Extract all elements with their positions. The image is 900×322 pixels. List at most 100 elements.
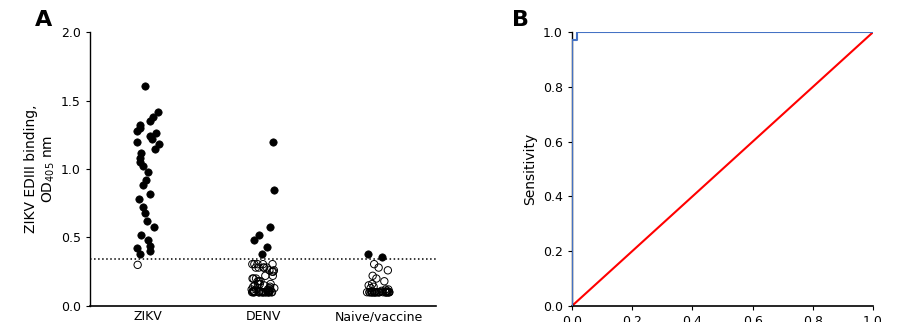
Point	[143, 134, 157, 139]
Point	[381, 268, 395, 273]
Point	[367, 290, 382, 295]
Point	[245, 261, 259, 267]
Point	[365, 290, 380, 295]
Point	[248, 290, 262, 295]
Point	[262, 290, 276, 295]
Point	[148, 131, 163, 136]
Point	[378, 290, 392, 295]
Point	[130, 246, 144, 251]
Point	[245, 290, 259, 295]
Y-axis label: Sensitivity: Sensitivity	[524, 133, 537, 205]
Point	[372, 290, 386, 295]
Point	[253, 279, 267, 284]
Point	[369, 276, 383, 281]
Point	[372, 265, 386, 270]
Point	[248, 261, 262, 267]
Point	[265, 290, 279, 295]
Point	[372, 290, 386, 295]
Point	[374, 254, 389, 259]
Point	[360, 290, 374, 295]
Point	[151, 142, 166, 147]
Point	[265, 290, 279, 295]
Point	[251, 265, 266, 270]
Point	[382, 290, 396, 295]
Point	[370, 290, 384, 295]
Point	[378, 287, 392, 292]
Point	[130, 262, 145, 267]
Point	[380, 290, 394, 295]
Point	[261, 290, 275, 295]
Point	[251, 290, 266, 295]
Point	[260, 244, 274, 250]
Point	[132, 196, 147, 202]
Point	[247, 238, 261, 243]
Point	[264, 281, 278, 287]
Point	[252, 279, 266, 284]
Point	[133, 156, 148, 161]
Point	[248, 276, 263, 281]
Point	[250, 279, 265, 284]
Point	[151, 109, 166, 114]
Point	[365, 273, 380, 278]
Point	[364, 290, 378, 295]
Point	[138, 210, 152, 215]
Point	[262, 268, 276, 273]
Point	[362, 290, 376, 295]
Point	[249, 287, 264, 292]
Point	[133, 160, 148, 165]
Point	[365, 281, 380, 287]
Point	[143, 118, 157, 124]
Point	[139, 177, 153, 183]
Point	[130, 128, 145, 133]
Point	[372, 290, 386, 295]
Point	[376, 290, 391, 295]
Point	[256, 265, 271, 270]
Point	[365, 290, 380, 295]
Point	[248, 283, 262, 288]
Point	[382, 290, 397, 295]
Point	[362, 283, 376, 288]
Point	[266, 139, 281, 144]
Point	[140, 238, 155, 243]
Point	[136, 205, 150, 210]
Point	[247, 276, 261, 281]
Point	[256, 265, 271, 270]
Y-axis label: ZIKV EDIII binding,
OD$_{405}$ nm: ZIKV EDIII binding, OD$_{405}$ nm	[24, 105, 57, 233]
Point	[256, 261, 270, 267]
Point	[262, 288, 276, 293]
Point	[266, 268, 281, 273]
Point	[146, 115, 160, 120]
Point	[136, 183, 150, 188]
Point	[259, 265, 274, 270]
Point	[256, 290, 270, 295]
Point	[133, 232, 148, 237]
Point	[147, 224, 161, 229]
Point	[251, 281, 266, 287]
Point	[367, 261, 382, 267]
Point	[143, 249, 157, 254]
Point	[377, 279, 392, 284]
Point	[132, 125, 147, 131]
Point	[246, 290, 260, 295]
Point	[367, 290, 382, 295]
Point	[369, 290, 383, 295]
Point	[247, 288, 261, 293]
Point	[382, 290, 396, 295]
Text: B: B	[512, 10, 529, 30]
Point	[360, 251, 374, 256]
Point	[381, 290, 395, 295]
Point	[255, 251, 269, 256]
Point	[263, 224, 277, 229]
Point	[148, 146, 163, 151]
Point	[143, 191, 157, 196]
Point	[253, 288, 267, 293]
Point	[256, 283, 271, 288]
Point	[261, 290, 275, 295]
Point	[258, 290, 273, 295]
Point	[261, 288, 275, 293]
Point	[363, 290, 377, 295]
Point	[245, 287, 259, 292]
Point	[256, 290, 271, 295]
Point	[136, 164, 150, 169]
Point	[262, 290, 276, 295]
